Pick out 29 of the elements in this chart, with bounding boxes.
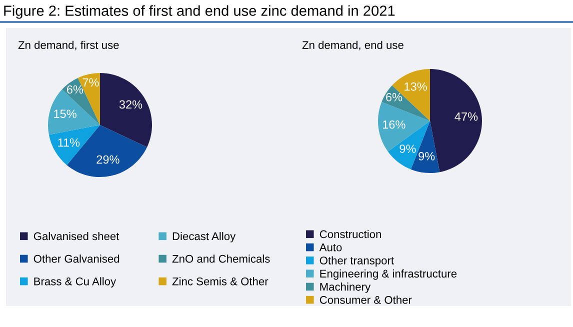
legend-label: Brass & Cu Alloy	[34, 277, 116, 288]
data-label: 47%	[454, 112, 478, 121]
legend-label: Construction	[320, 230, 381, 238]
pie-slice	[100, 73, 152, 148]
data-label: 9%	[418, 152, 435, 160]
legend-label: ZnO and Chemicals	[172, 254, 270, 263]
data-label: 29%	[96, 155, 120, 164]
legend-label: Consumer & Other	[320, 296, 412, 304]
legend-label: Zinc Semis & Other	[172, 277, 268, 286]
chart-subtitle: Zn demand, end use	[302, 40, 404, 50]
legend-label: Diecast Alloy	[172, 232, 236, 242]
data-label: 6%	[386, 92, 402, 102]
legend-label: Galvanised sheet	[34, 232, 120, 240]
data-label: 32%	[119, 100, 142, 109]
data-label: 13%	[404, 82, 427, 91]
legend-label: Engineering & infrastructure	[320, 269, 457, 280]
data-label: 15%	[54, 110, 76, 118]
legend-label: Auto	[319, 244, 342, 252]
chart-title: Figure 2: Estimates of first and end use zinc demand in 2021	[4, 5, 395, 19]
chart-subtitle: Zn demand, first use	[18, 40, 119, 50]
legend-label: Machinery	[320, 282, 371, 293]
pie-slice	[378, 102, 430, 152]
legend-label: Other Galvanised	[34, 254, 120, 263]
legend-label: Other transport	[320, 256, 394, 267]
data-label: 9%	[400, 144, 416, 153]
data-label: 6%	[67, 85, 84, 94]
data-label: 16%	[382, 120, 406, 129]
data-label: 11%	[58, 138, 80, 147]
data-label: 7%	[82, 78, 99, 87]
